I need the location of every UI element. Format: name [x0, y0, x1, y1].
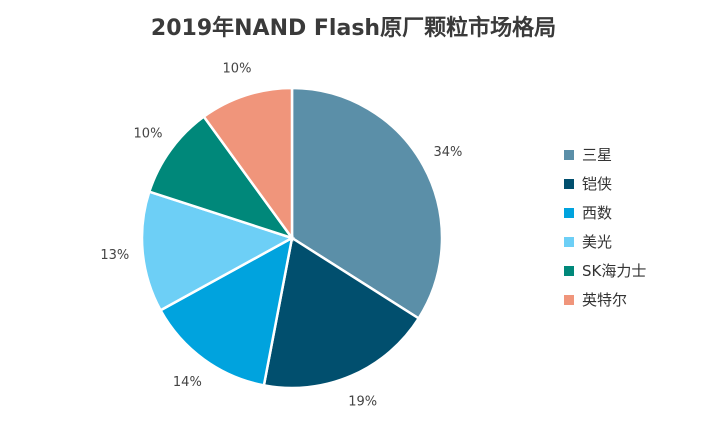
pie-data-label: 10% — [134, 126, 163, 141]
legend-swatch — [564, 207, 574, 218]
pie-slice — [202, 86, 294, 242]
pie-data-label: 34% — [434, 145, 463, 160]
pie-labels: 34% 19% 14% 13% 10% 10% — [100, 62, 462, 410]
pie-data-label: 10% — [223, 62, 252, 77]
legend-swatch — [564, 236, 574, 247]
legend-swatch — [564, 149, 574, 160]
pie-data-label: 13% — [100, 248, 129, 263]
chart-title: 2019年NAND Flash原厂颗粒市场格局 — [150, 16, 557, 41]
chart-legend: 三星铠侠西数美光 SK海力士英特尔 — [564, 140, 646, 314]
legend-label: 铠侠 — [582, 175, 613, 193]
legend-item: 西数 — [564, 198, 646, 227]
legend-item: SK海力士 — [564, 256, 646, 285]
pie-data-label: 19% — [348, 394, 377, 409]
legend-swatch — [564, 178, 574, 189]
pie-slice — [262, 235, 421, 390]
legend-label: 美光 — [582, 233, 613, 251]
legend-item: 美光 — [564, 227, 646, 256]
pie-slice — [140, 190, 296, 312]
legend-label: 西数 — [582, 204, 613, 222]
legend-item: 三星 — [564, 140, 646, 169]
legend-label: 三星 — [582, 146, 613, 164]
legend-item: 英特尔 — [564, 285, 646, 314]
pie-data-label: 14% — [173, 375, 202, 390]
pie-slice — [147, 114, 296, 241]
pie-slice — [158, 235, 294, 387]
pie-slices — [140, 86, 444, 390]
legend-item: 铠侠 — [564, 169, 646, 198]
legend-label: SK海力士 — [582, 262, 647, 280]
legend-swatch — [564, 265, 574, 276]
legend-label: 英特尔 — [582, 291, 628, 309]
legend-swatch — [564, 294, 574, 305]
